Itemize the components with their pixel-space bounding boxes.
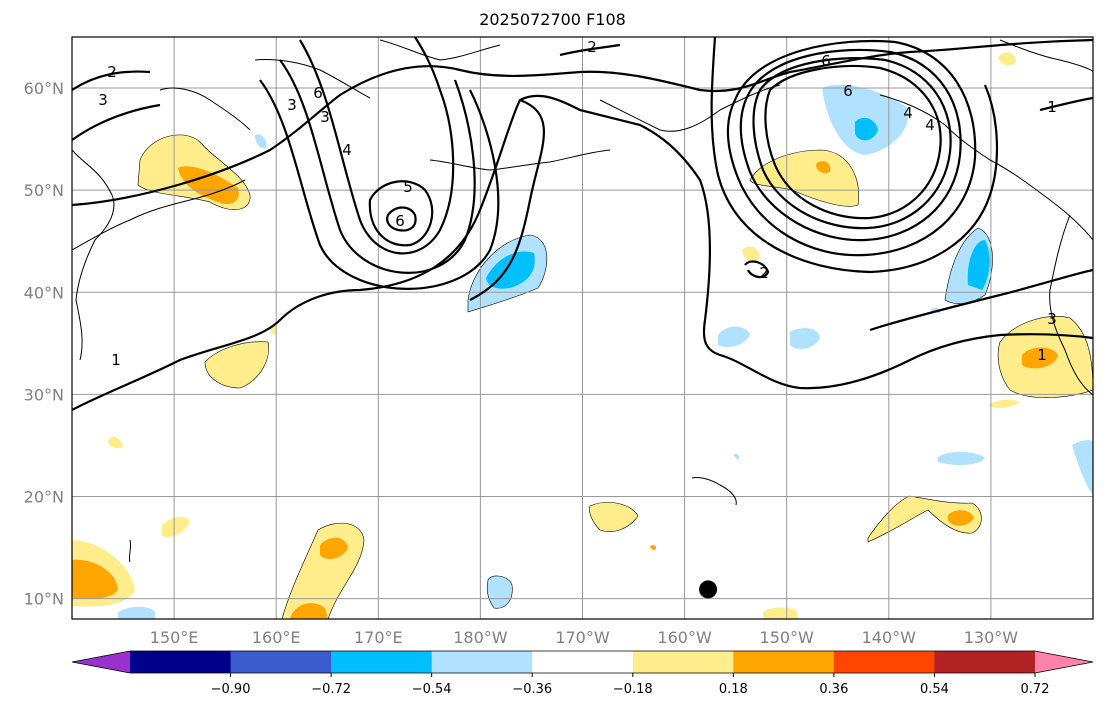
colorbar-tick-label: −0.36	[512, 682, 552, 697]
colorbar-bin	[230, 651, 332, 673]
contour-label: 2	[107, 63, 117, 81]
contour-label: 4	[903, 104, 913, 122]
longitude-tick-label: 170°E	[354, 628, 403, 647]
graticule	[72, 37, 1093, 619]
positive-anomaly-area	[162, 516, 190, 538]
colorbar-tick-label: 0.36	[819, 682, 848, 697]
positive-anomaly-core	[1022, 347, 1058, 369]
longitude-tick-label: 150°W	[760, 628, 815, 647]
latitude-tick-label: 30°N	[24, 385, 64, 404]
colorbar-bin	[733, 651, 835, 673]
positive-anomaly-core	[948, 510, 974, 526]
colorbar-bin	[331, 651, 433, 673]
latitude-tick-label: 20°N	[24, 487, 64, 506]
colorbar: −0.90 −0.72 −0.54 −0.36 −0.18 0.18 0.36 0.54 0.7…	[71, 650, 1094, 697]
contour-label: 6	[821, 52, 831, 70]
positive-anomaly-core	[178, 166, 239, 205]
positive-anomaly-core	[320, 537, 348, 560]
contour-label: 4	[342, 141, 352, 159]
negative-anomaly-area	[938, 451, 985, 466]
negative-anomaly-area	[118, 606, 155, 619]
negative-anomaly-area	[487, 575, 513, 609]
colorbar-bin	[632, 651, 734, 673]
latitude-tick-label: 60°N	[24, 79, 64, 98]
negative-anomaly-area	[790, 328, 820, 350]
contour-label: 1	[1047, 98, 1057, 116]
contour-label: 4	[925, 116, 935, 134]
negative-anomaly-area	[255, 134, 267, 149]
map-title: 2025072700 F108	[479, 10, 626, 29]
map-frame	[71, 36, 1094, 620]
positive-anomaly-core	[816, 161, 831, 174]
latitude-tick-label: 10°N	[24, 590, 64, 609]
shaded-anomaly-fields	[72, 52, 1093, 619]
positive-anomaly-area	[108, 436, 123, 449]
colorbar-bin	[431, 651, 533, 673]
contour-label: 5	[403, 178, 413, 196]
positive-anomaly-area	[589, 502, 638, 532]
contour-label: 6	[313, 84, 323, 102]
negative-anomaly-area	[718, 326, 750, 348]
positive-anomaly-area	[763, 607, 798, 619]
longitude-tick-label: 170°W	[555, 628, 610, 647]
colorbar-tick-label: −0.54	[412, 682, 452, 697]
latitude-labels: 10°N 20°N 30°N 40°N 50°N 60°N	[24, 79, 64, 609]
positive-anomaly-core	[72, 559, 118, 600]
positive-anomaly-area	[742, 246, 760, 262]
negative-anomaly-area	[733, 453, 740, 460]
contour-label: 1	[1037, 346, 1047, 364]
anomaly-outlines	[137, 134, 1093, 619]
colorbar-tick-label: −0.72	[311, 682, 351, 697]
negative-anomaly-area	[1072, 440, 1093, 495]
longitude-tick-label: 160°E	[252, 628, 301, 647]
contour-label: 3	[287, 96, 297, 114]
coastlines	[72, 39, 1093, 563]
contour-label: 1	[111, 351, 121, 369]
colorbar-bin	[833, 651, 935, 673]
colorbar-tick-label: 0.18	[719, 682, 748, 697]
contour-label: 2	[587, 38, 597, 56]
latitude-tick-label: 50°N	[24, 181, 64, 200]
colorbar-outline	[71, 650, 1094, 674]
longitude-tick-label: 160°W	[657, 628, 712, 647]
positive-anomaly-area	[868, 496, 982, 542]
positive-anomaly-area	[998, 52, 1016, 66]
colorbar-bin	[532, 651, 634, 673]
contour-label: 2	[759, 264, 769, 282]
contour-label: 3	[320, 108, 330, 126]
positive-anomaly-area	[750, 150, 859, 207]
colorbar-tick-label: −0.18	[613, 682, 653, 697]
latitude-tick-label: 40°N	[24, 283, 64, 302]
contour-labels: 2 3 3 3 6 4 5 6 2 6 6 4 4 1 3 1 2 1	[98, 38, 1057, 369]
longitude-labels: 150°E 160°E 170°E 180°W 170°W 160°W 150°W 140°W…	[150, 628, 1018, 647]
contour-lines	[72, 37, 1093, 411]
longitude-tick-label: 180°W	[453, 628, 508, 647]
colorbar-bin	[934, 651, 1036, 673]
longitude-tick-label: 140°W	[862, 628, 917, 647]
contour-label: 6	[395, 212, 405, 230]
colorbar-over-extension	[1035, 651, 1093, 673]
colorbar-tick-label: 0.72	[1021, 682, 1050, 697]
positive-anomaly-area	[650, 545, 657, 550]
location-marker	[699, 580, 718, 599]
longitude-tick-label: 150°E	[150, 628, 199, 647]
positive-anomaly-core	[290, 603, 328, 619]
contour-label: 3	[98, 91, 108, 109]
negative-anomaly-core	[855, 117, 878, 141]
colorbar-under-extension	[72, 651, 130, 673]
colorbar-tick-label: 0.54	[920, 682, 949, 697]
negative-anomaly-core	[967, 240, 990, 290]
contour-label: 6	[843, 82, 853, 100]
colorbar-bin	[130, 651, 232, 673]
colorbar-tick-label: −0.90	[211, 682, 251, 697]
positive-anomaly-area	[988, 399, 1020, 408]
contour-label: 3	[1047, 310, 1057, 328]
positive-anomaly-area	[205, 341, 269, 388]
longitude-tick-label: 130°W	[964, 628, 1019, 647]
